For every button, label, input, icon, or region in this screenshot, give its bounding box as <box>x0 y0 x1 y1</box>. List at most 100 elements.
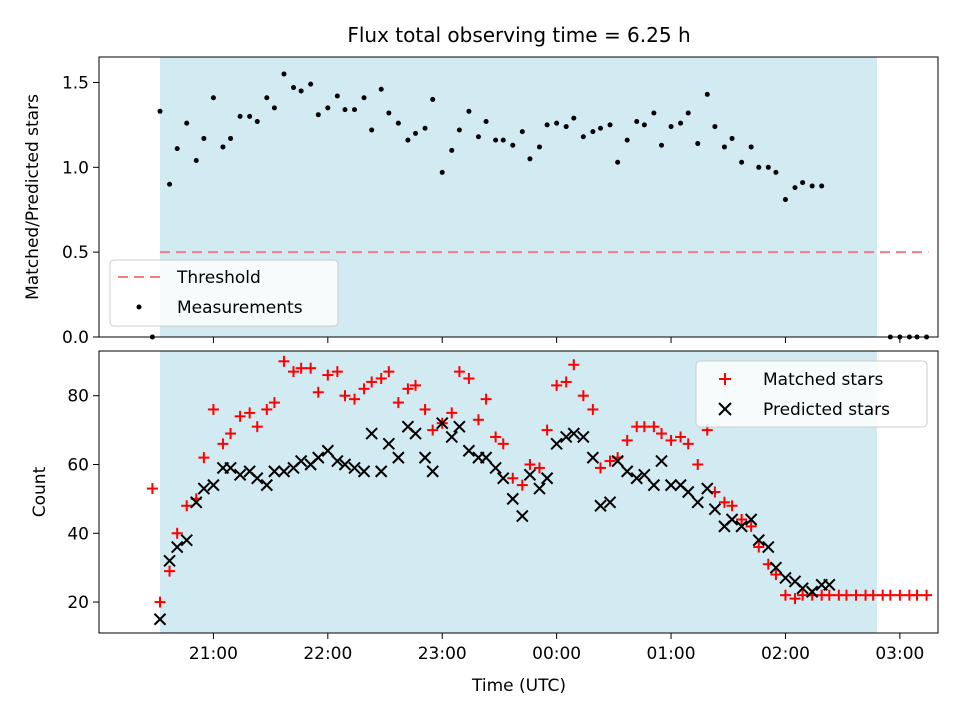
measurement-point <box>678 120 684 126</box>
measurement-point <box>456 127 462 133</box>
measurement-point <box>651 110 657 116</box>
predicted-star-point <box>594 499 607 512</box>
predicted-star-point <box>338 458 352 471</box>
predicted-star-point <box>260 478 274 492</box>
predicted-star-point <box>426 465 439 478</box>
measurement-point <box>563 124 569 130</box>
matched-star-point <box>745 520 757 532</box>
measurement-point <box>193 158 199 164</box>
predicted-star-point <box>725 513 739 526</box>
x-tick-label: 01:00 <box>647 644 696 664</box>
matched-star-point <box>789 593 801 605</box>
measurement-point <box>483 118 489 124</box>
matched-star-point <box>305 362 317 374</box>
matched-star-point <box>797 589 809 601</box>
matched-star-point <box>867 589 879 601</box>
predicted-star-point <box>762 540 775 554</box>
predicted-star-point <box>489 461 502 475</box>
measurement-point <box>378 86 384 92</box>
measurement-point <box>615 159 621 165</box>
predicted-stars-series <box>153 417 836 626</box>
matched-star-point <box>753 541 765 553</box>
matched-star-point <box>463 373 475 385</box>
predicted-star-point <box>357 465 371 478</box>
measurement-point <box>395 120 401 126</box>
predicted-star-point <box>418 451 432 464</box>
measurement-point <box>782 197 788 203</box>
matched-star-point <box>577 390 589 402</box>
x-tick-label: 22:00 <box>303 644 352 664</box>
matched-star-point <box>594 462 606 474</box>
predicted-star-point <box>506 492 519 506</box>
y-tick-label: 20 <box>67 593 89 613</box>
y-tick-label: 0.0 <box>62 328 89 348</box>
matched-star-point <box>171 527 183 539</box>
predicted-star-point <box>701 482 714 495</box>
measurement-point <box>174 146 180 152</box>
measurement-point <box>308 81 314 87</box>
predicted-star-point <box>251 472 264 485</box>
measurement-point <box>405 137 411 143</box>
matched-star-point <box>779 589 791 601</box>
top-legend: Threshold Measurements <box>109 259 339 327</box>
predicted-star-point <box>312 451 325 464</box>
predicted-star-point <box>277 465 291 478</box>
measurement-point <box>386 110 392 116</box>
predicted-star-point <box>655 454 668 468</box>
matched-star-point <box>823 589 835 601</box>
predicted-star-point <box>533 482 546 495</box>
matched-star-point <box>840 589 852 601</box>
predicted-star-point <box>567 427 581 440</box>
matched-star-point <box>349 393 361 405</box>
measurement-point <box>729 135 735 141</box>
matched-star-point <box>638 421 650 433</box>
measurement-point <box>254 118 260 124</box>
matched-star-point <box>339 390 351 402</box>
matched-star-point <box>560 376 572 388</box>
measurement-point <box>607 122 613 128</box>
matched-star-point <box>648 421 660 433</box>
measurement-point <box>792 185 798 191</box>
y-tick-label: 60 <box>67 455 89 475</box>
top-y-ticks: 0.0 0.5 1.0 1.5 <box>62 73 99 348</box>
measurement-point <box>439 169 445 175</box>
measurement-point <box>634 118 640 124</box>
y-tick-label: 1.0 <box>62 158 89 178</box>
predicted-star-point <box>664 478 678 492</box>
predicted-star-point <box>823 578 836 592</box>
measurement-point <box>422 125 428 131</box>
bottom-y-ticks: 20 40 60 80 <box>67 387 99 613</box>
predicted-star-point <box>445 430 458 444</box>
matched-star-point <box>366 376 378 388</box>
measurement-point <box>500 137 506 143</box>
predicted-star-point <box>436 417 449 430</box>
predicted-star-point <box>630 472 643 485</box>
measurement-point <box>342 107 348 113</box>
measurement-point <box>800 180 806 186</box>
matched-star-point <box>268 397 280 409</box>
measurement-point <box>361 95 367 101</box>
matched-star-point <box>665 434 677 446</box>
predicted-star-point <box>796 582 809 595</box>
measurement-point <box>571 115 577 121</box>
measurement-point <box>809 183 815 189</box>
measurement-point <box>756 164 762 170</box>
predicted-star-point <box>462 444 476 457</box>
predicted-star-point <box>180 533 193 547</box>
matched-star-point <box>322 369 334 381</box>
matched-star-point <box>884 589 896 601</box>
matched-star-point <box>718 496 730 508</box>
measurement-point <box>220 144 226 150</box>
matched-star-point <box>736 514 748 526</box>
bottom-y-axis-label: Count <box>30 466 50 517</box>
measurement-point <box>237 113 243 119</box>
measurements-legend-label: Measurements <box>177 298 303 318</box>
matched-star-point <box>656 428 668 440</box>
matched-star-point <box>497 438 509 450</box>
bottom-axes-frame <box>98 350 939 634</box>
matched-star-point <box>181 500 193 512</box>
measurement-point <box>449 147 455 153</box>
y-tick-label: 80 <box>67 387 89 407</box>
matched-star-point <box>621 434 633 446</box>
